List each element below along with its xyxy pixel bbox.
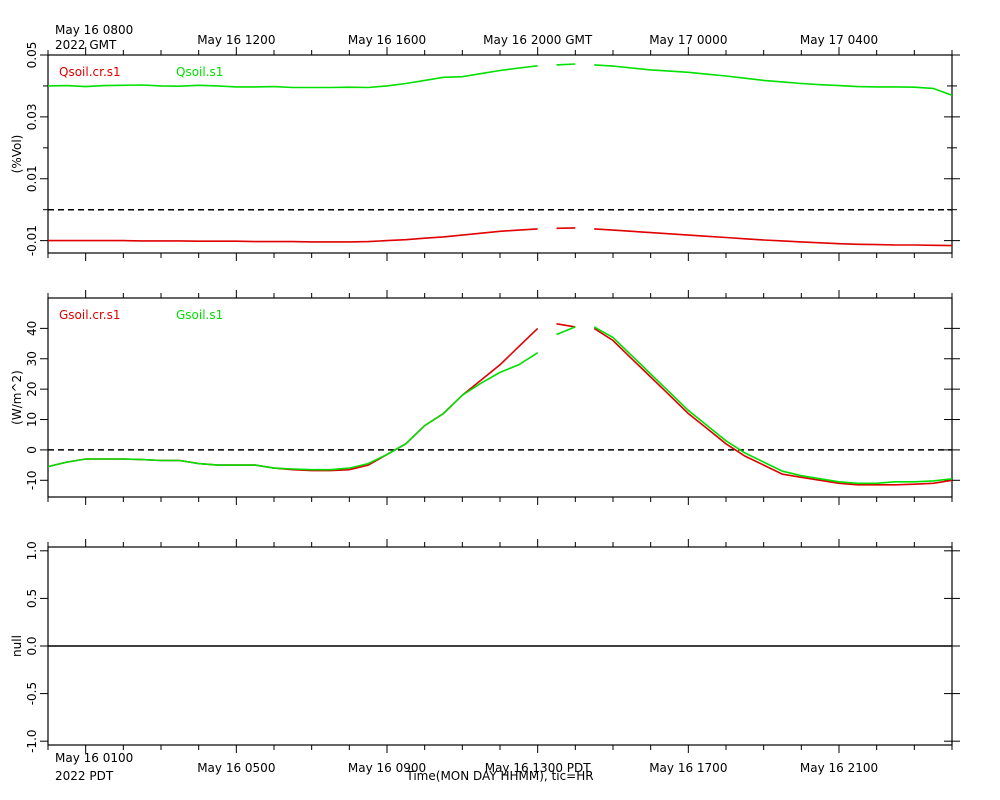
legend-entry: Qsoil.cr.s1 bbox=[59, 65, 121, 79]
x-tick-label: May 16 0900 bbox=[348, 761, 426, 775]
y-tick-label: -1.0 bbox=[25, 729, 39, 752]
x-tick-label: May 17 0400 bbox=[800, 33, 878, 47]
y-tick-label: 0 bbox=[25, 446, 39, 454]
data-line bbox=[47, 326, 953, 485]
legend-entry: Qsoil.s1 bbox=[176, 65, 223, 79]
x-tick-label: May 16 0500 bbox=[197, 761, 275, 775]
y-tick-label: 30 bbox=[25, 351, 39, 366]
y-tick-label: 0.05 bbox=[25, 42, 39, 69]
x-tick-label: May 16 2100 bbox=[800, 761, 878, 775]
y-tick-label: 0.5 bbox=[25, 589, 39, 608]
x-tick-label: May 16 1700 bbox=[649, 761, 727, 775]
legend-entry: Gsoil.s1 bbox=[176, 308, 223, 322]
y-tick-label: -0.5 bbox=[25, 682, 39, 705]
plot-frame bbox=[47, 297, 953, 498]
y-tick-label: -10 bbox=[25, 470, 39, 490]
y-tick-label: 0.0 bbox=[25, 636, 39, 655]
y-tick-label: 1.0 bbox=[25, 541, 39, 560]
legend-entry: Gsoil.cr.s1 bbox=[59, 308, 121, 322]
x-tick-label: May 17 0000 bbox=[649, 33, 727, 47]
x-tick-label: May 16 0800 bbox=[55, 23, 133, 37]
data-line bbox=[48, 227, 953, 247]
y-tick-label: 40 bbox=[25, 321, 39, 336]
y-axis-label: (%Vol) bbox=[10, 135, 24, 174]
y-tick-label: 0.01 bbox=[25, 165, 39, 192]
y-tick-label: 0.03 bbox=[25, 104, 39, 131]
x-axis-label: Time(MON DAY HHMM), tic=HR bbox=[405, 769, 593, 783]
x-tick-label: May 16 1600 bbox=[348, 33, 426, 47]
x-tick-label: May 16 1300 PDT bbox=[485, 761, 592, 775]
data-line bbox=[47, 63, 953, 96]
x-axis-note: 2022 GMT bbox=[55, 38, 117, 52]
y-tick-label: -0.01 bbox=[25, 225, 39, 256]
y-tick-label: 20 bbox=[25, 382, 39, 397]
y-tick-label: 10 bbox=[25, 412, 39, 427]
x-tick-label: May 16 2000 GMT bbox=[483, 33, 593, 47]
y-axis-label: null bbox=[10, 635, 24, 657]
y-axis-label: (W/m^2) bbox=[10, 370, 24, 425]
x-tick-label: May 16 0100 bbox=[55, 751, 133, 765]
x-axis-note: 2022 PDT bbox=[55, 769, 114, 783]
x-tick-label: May 16 1200 bbox=[197, 33, 275, 47]
